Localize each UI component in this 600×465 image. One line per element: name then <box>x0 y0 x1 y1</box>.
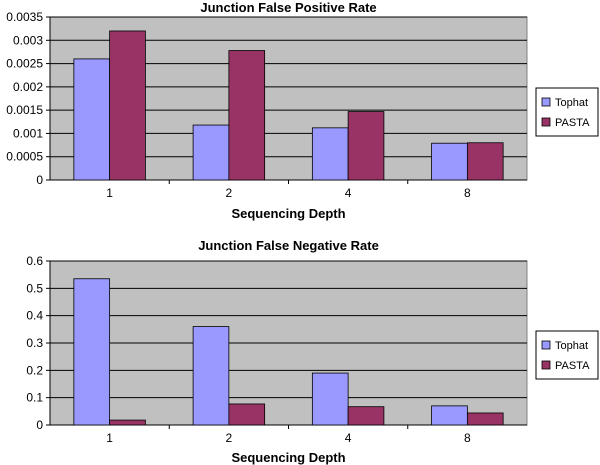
fnr-x-tick-label: 8 <box>464 431 471 445</box>
fnr-bar-pasta-8 <box>466 412 504 426</box>
fnr-y-tick-label: 0.5 <box>26 281 43 295</box>
fnr-x-axis-label: Sequencing Depth <box>231 450 345 465</box>
fnr-legend-swatch-pasta <box>541 360 551 370</box>
fpr-legend-label-tophat: Tophat <box>555 97 588 109</box>
fnr-x-tick-label: 4 <box>345 431 352 445</box>
fpr-bar-pasta-4 <box>347 111 385 181</box>
fnr-y-tick-label: 0.6 <box>26 254 43 268</box>
fpr-bar-pasta-8 <box>466 142 504 181</box>
fpr-bar-tophat-2 <box>192 124 230 181</box>
fpr-y-tick-label: 0.003 <box>13 33 43 47</box>
fpr-chart-title: Junction False Positive Rate <box>200 0 376 15</box>
fnr-y-tick-label: 0.3 <box>26 336 43 350</box>
fpr-x-tick-label: 4 <box>345 186 352 200</box>
fpr-legend-swatch-tophat <box>541 97 551 107</box>
fpr-x-axis-label: Sequencing Depth <box>231 206 345 221</box>
fnr-bar-tophat-8 <box>431 405 468 426</box>
fpr-bar-tophat-1 <box>73 58 111 181</box>
fpr-bar-pasta-1 <box>109 30 146 181</box>
fpr-x-tick-label: 8 <box>464 186 471 200</box>
fpr-y-tick-label: 0.0035 <box>6 10 43 24</box>
fnr-x-tick-label: 2 <box>226 431 233 445</box>
fnr-y-tick-label: 0.1 <box>26 391 43 405</box>
fnr-y-tick-label: 0.2 <box>26 363 43 377</box>
fpr-legend-label-pasta: PASTA <box>555 117 590 129</box>
fnr-bar-tophat-1 <box>73 278 111 426</box>
fpr-legend-box <box>535 87 599 137</box>
fnr-legend-box <box>535 330 599 380</box>
fnr-bar-pasta-2 <box>228 403 266 426</box>
fnr-x-tick-label: 1 <box>106 431 113 445</box>
fpr-bar-pasta-2 <box>228 50 266 181</box>
fnr-y-tick-label: 0 <box>36 418 43 432</box>
fnr-bar-pasta-4 <box>347 406 385 426</box>
fpr-y-tick-label: 0.0025 <box>6 57 43 71</box>
fpr-x-tick-label: 1 <box>106 186 113 200</box>
fnr-y-tick-label: 0.4 <box>26 309 43 323</box>
fpr-x-tick-label: 2 <box>226 186 233 200</box>
fnr-bar-tophat-2 <box>192 326 230 426</box>
fnr-bar-tophat-4 <box>311 372 349 426</box>
fpr-y-tick-label: 0.001 <box>13 126 43 140</box>
fnr-chart-title: Junction False Negative Rate <box>198 238 379 253</box>
fpr-y-tick-label: 0.0005 <box>6 150 43 164</box>
fpr-bar-tophat-8 <box>431 142 468 181</box>
fnr-legend-label-tophat: Tophat <box>555 340 588 352</box>
fnr-bar-pasta-1 <box>109 419 146 426</box>
fpr-bar-tophat-4 <box>311 127 349 181</box>
fpr-y-tick-label: 0.002 <box>13 80 43 94</box>
fpr-y-tick-label: 0 <box>36 173 43 187</box>
fpr-legend-swatch-pasta <box>541 117 551 127</box>
fnr-legend-label-pasta: PASTA <box>555 360 590 372</box>
fpr-y-tick-label: 0.0015 <box>6 103 43 117</box>
fnr-legend-swatch-tophat <box>541 340 551 350</box>
